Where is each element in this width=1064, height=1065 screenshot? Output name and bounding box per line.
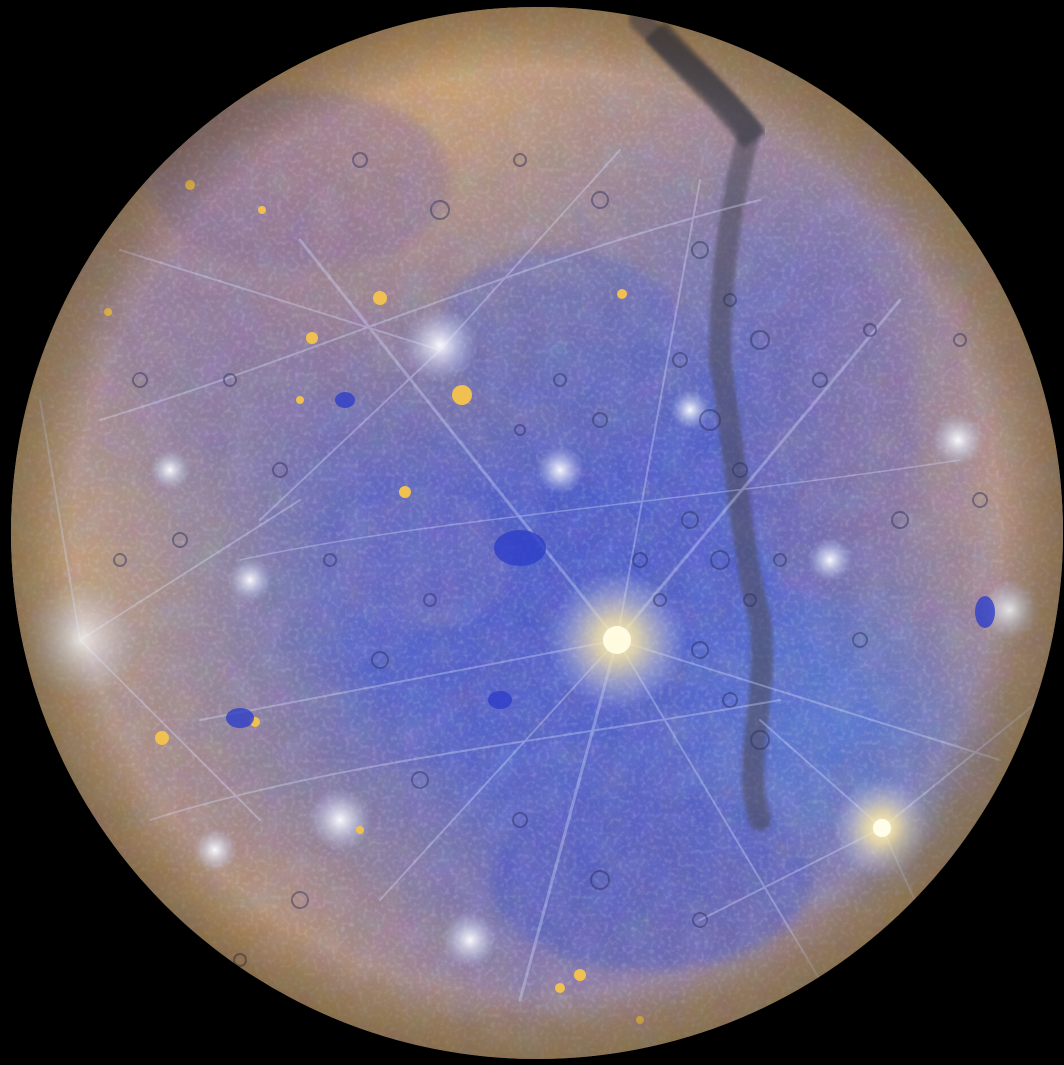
image-frame [11,7,1063,1059]
planet-mercury [11,7,1063,1059]
